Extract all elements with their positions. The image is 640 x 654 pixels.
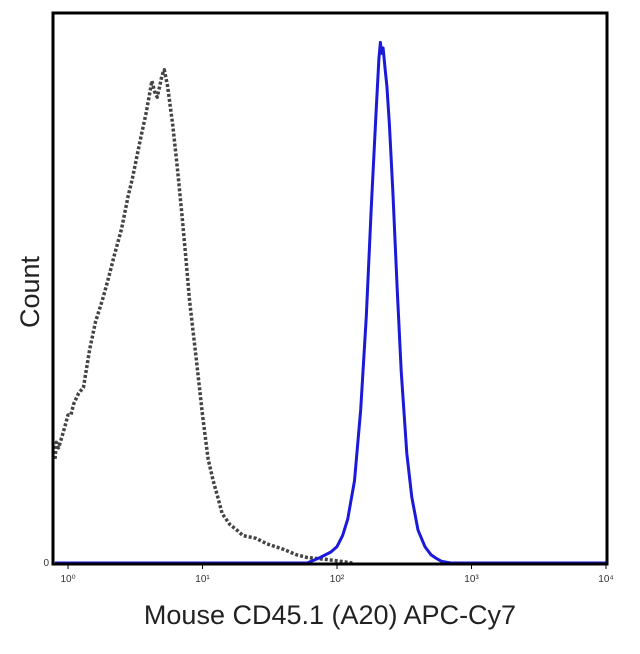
y-axis-title: Count xyxy=(15,255,45,328)
x-axis-title: Mouse CD45.1 (A20) APC-Cy7 xyxy=(144,600,516,630)
x-tick-label: 10⁰ xyxy=(60,574,75,585)
series-line-2 xyxy=(55,40,606,565)
x-tick-label: 10¹ xyxy=(195,574,210,585)
x-tick-label: 10⁴ xyxy=(598,574,613,585)
x-tick-label: 10² xyxy=(330,574,345,585)
axis-ticks: 10⁰ 10¹ 10² 10³ 10⁴ 0 xyxy=(43,558,613,585)
series-line-1 xyxy=(53,68,353,565)
x-tick-label: 10³ xyxy=(464,574,479,585)
plot-frame xyxy=(51,11,609,566)
y-tick-label: 0 xyxy=(43,558,49,569)
plot-area xyxy=(53,40,606,565)
